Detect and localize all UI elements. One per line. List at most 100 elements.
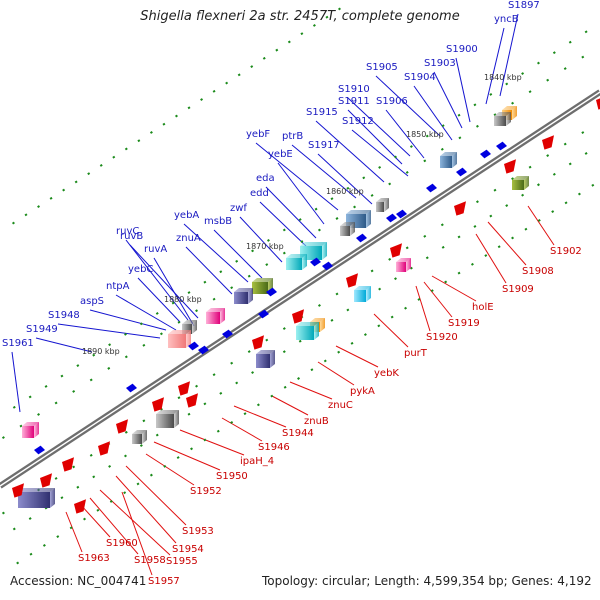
forward-gene-connector	[385, 109, 425, 159]
scale-tick	[577, 192, 581, 196]
scale-tick	[162, 122, 166, 126]
forward-gene-arrow	[310, 257, 321, 267]
forward-gene-arrow	[34, 445, 45, 455]
scale-tick	[346, 186, 350, 190]
scale-tick	[551, 210, 555, 214]
scale-label: 1840 kbp	[484, 73, 522, 82]
scale-tick	[265, 263, 269, 267]
forward-gene-connector	[153, 257, 195, 327]
reverse-gene-arrow	[292, 309, 304, 324]
gene-block	[234, 288, 253, 304]
scale-label: 1850 kbp	[406, 130, 444, 139]
forward-gene-connector	[259, 201, 307, 247]
reverse-gene-arrow	[12, 483, 24, 498]
gene-block	[440, 152, 457, 168]
scale-tick	[378, 287, 382, 291]
scale-tick	[564, 201, 568, 205]
scale-tick	[256, 403, 260, 407]
scale-tick	[62, 188, 66, 192]
reverse-gene-connector	[431, 275, 477, 302]
scale-tick	[29, 552, 33, 556]
scale-tick	[262, 56, 266, 60]
scale-tick	[350, 341, 354, 345]
scale-tick	[312, 23, 316, 27]
reverse-gene-arrow	[252, 335, 264, 350]
forward-gene-arrow	[356, 233, 367, 243]
gene-block	[296, 322, 319, 340]
reverse-gene-connector	[317, 361, 355, 386]
reverse-gene-arrow	[74, 499, 86, 514]
scale-tick	[200, 98, 204, 101]
reverse-gene-connector	[271, 395, 309, 416]
scale-tick	[187, 291, 191, 295]
reverse-gene-label: purT	[404, 348, 428, 359]
scale-tick	[230, 286, 234, 290]
scale-tick	[511, 236, 515, 240]
scale-tick	[457, 235, 461, 239]
scale-tick	[362, 176, 366, 180]
gene-block	[354, 286, 371, 302]
reverse-gene-arrow	[504, 159, 516, 174]
scale-tick	[219, 270, 223, 274]
reverse-gene-connector	[125, 465, 187, 526]
forward-gene-label: znuA	[176, 233, 201, 244]
scale-tick	[563, 142, 567, 146]
forward-gene-label: edd	[250, 188, 269, 199]
scale-tick	[505, 82, 509, 86]
reverse-gene-connector	[115, 475, 177, 544]
scale-tick	[275, 48, 279, 52]
forward-gene-connector	[255, 142, 339, 211]
scale-tick	[76, 485, 80, 489]
scale-tick	[155, 433, 159, 437]
scale-tick	[282, 350, 286, 354]
forward-gene-label: yebA	[174, 210, 199, 221]
reverse-gene-connector	[289, 381, 333, 400]
scale-tick	[457, 271, 461, 275]
scale-tick	[282, 251, 286, 255]
forward-gene-label: S1917	[308, 140, 340, 151]
scale-tick	[458, 136, 462, 140]
scale-tick	[54, 401, 58, 405]
scale-tick	[394, 155, 397, 159]
scale-tick	[37, 205, 41, 209]
scale-tick	[528, 90, 532, 94]
scale-tick	[300, 240, 304, 243]
forward-gene-label: eda	[256, 173, 275, 184]
scale-tick	[423, 234, 427, 238]
scale-tick	[177, 320, 181, 324]
scale-tick	[536, 183, 540, 187]
reverse-gene-label: S1920	[426, 332, 458, 343]
forward-gene-label: zwf	[230, 203, 247, 214]
gene-block	[22, 422, 39, 438]
forward-gene-connector	[11, 351, 21, 413]
reverse-gene-label: S1957	[148, 576, 180, 587]
scale-tick	[475, 124, 479, 128]
scale-tick	[546, 154, 550, 158]
reverse-gene-arrow	[152, 397, 164, 412]
reverse-gene-connector	[153, 441, 221, 471]
scale-tick	[390, 315, 394, 319]
scale-tick	[37, 413, 41, 416]
reverse-gene-connector	[373, 313, 409, 348]
scale-tick	[377, 324, 381, 328]
reverse-gene-label: znuC	[328, 400, 353, 411]
scale-tick	[212, 373, 216, 377]
scale-tick	[314, 207, 318, 211]
scale-tick	[489, 92, 493, 96]
reverse-gene-connector	[121, 491, 153, 576]
scale-tick	[83, 517, 86, 521]
forward-gene-connector	[89, 309, 167, 331]
forward-gene-label: S1905	[366, 62, 398, 73]
reverse-gene-connector	[527, 205, 555, 246]
accession-text: Accession: NC_004741	[10, 574, 147, 588]
scale-tick	[484, 254, 488, 257]
scale-tick	[139, 444, 143, 447]
forward-gene-arrow	[188, 341, 199, 351]
scale-tick	[441, 245, 445, 249]
scale-tick	[142, 343, 146, 347]
scale-tick	[235, 381, 239, 385]
scale-label: 1880 kbp	[164, 295, 202, 304]
forward-gene-label: ruvC	[116, 226, 139, 237]
gene-block	[340, 222, 355, 236]
scale-tick	[54, 476, 58, 480]
